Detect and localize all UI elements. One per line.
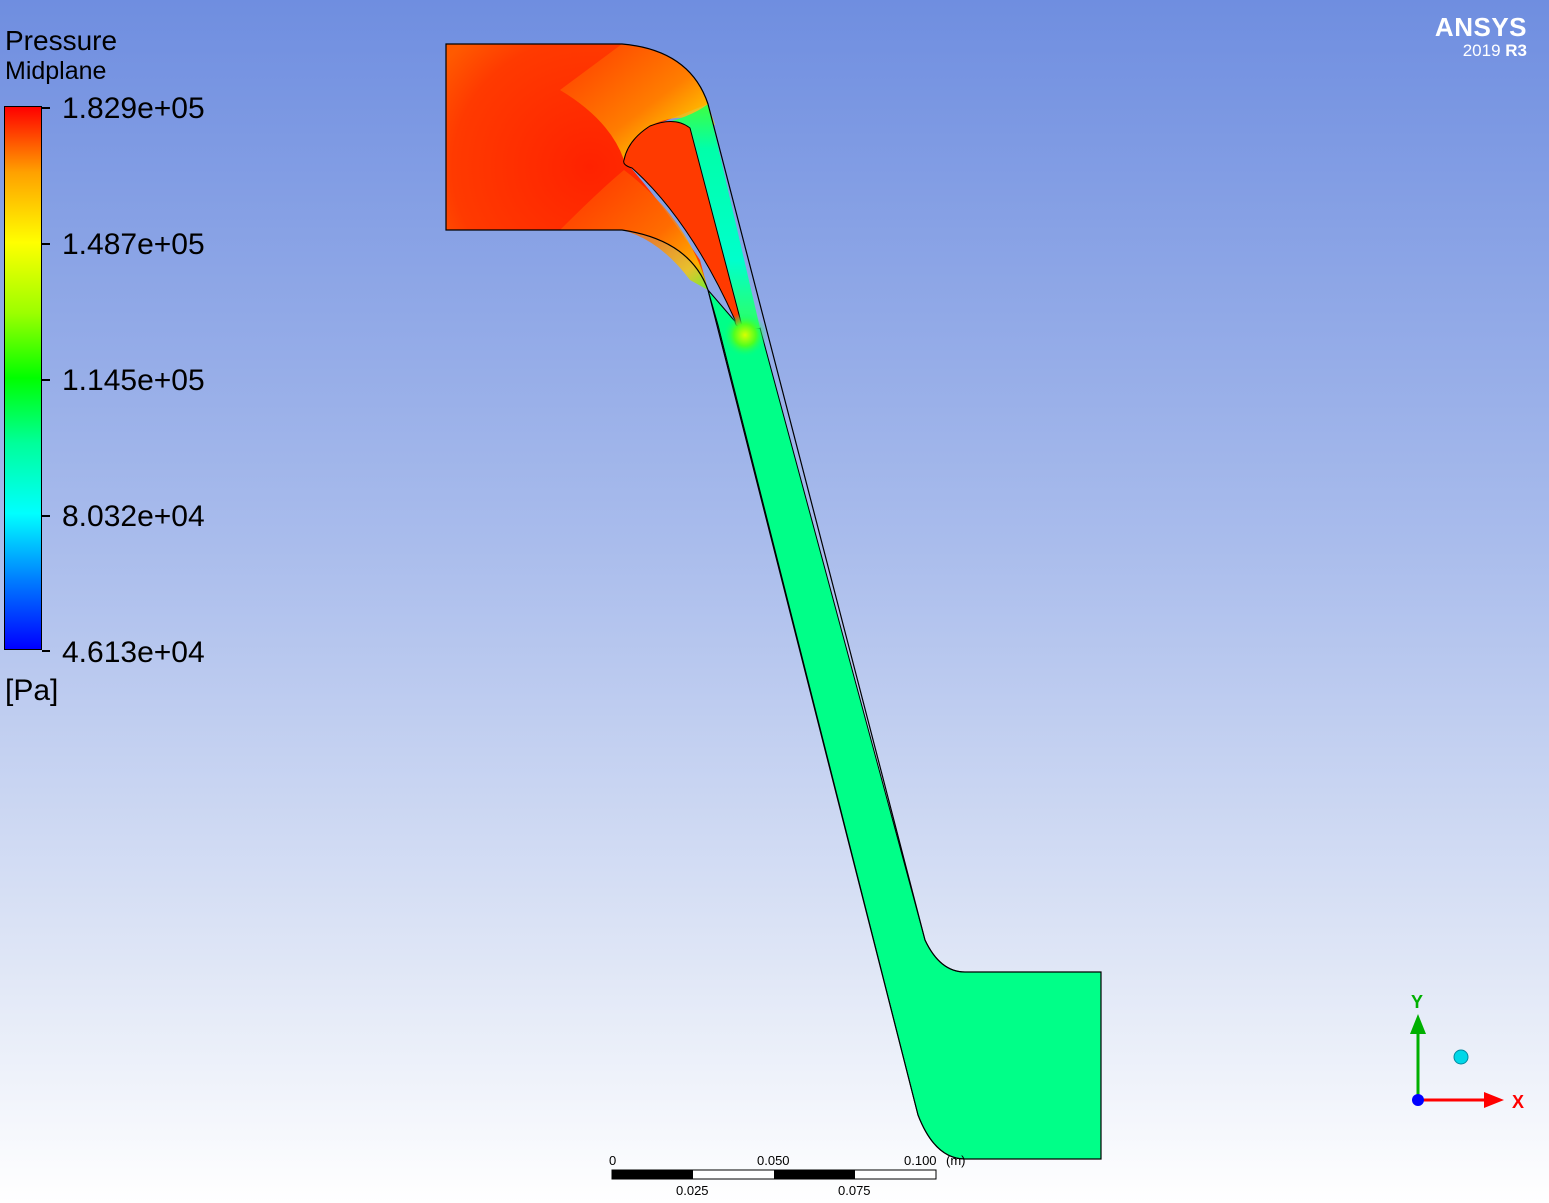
lower-bend	[560, 170, 708, 290]
legend-tick-label: 1.829e+05	[62, 92, 205, 125]
legend-tick-mark	[42, 650, 50, 652]
brand-version-release: R3	[1505, 41, 1527, 60]
legend-subtitle: Midplane	[5, 57, 107, 85]
scale-bar	[611, 1169, 937, 1180]
legend-tick-label: 8.032e+04	[62, 500, 205, 533]
legend-tick-mark	[42, 515, 50, 517]
legend-tick-label: 1.487e+05	[62, 228, 205, 261]
legend-tick-mark	[42, 107, 50, 109]
x-axis-label: X	[1512, 1092, 1524, 1112]
y-axis-label: Y	[1411, 992, 1423, 1012]
domain-outline	[445, 43, 1102, 1160]
scale-label-bottom: 0.025	[676, 1183, 709, 1198]
legend-unit: [Pa]	[5, 674, 59, 707]
legend-tick-mark	[42, 379, 50, 381]
y-axis-arrow	[1410, 1014, 1426, 1034]
x-axis-arrow	[1484, 1092, 1504, 1108]
scale-label-top: 0.050	[757, 1153, 790, 1168]
legend-color-bar	[4, 106, 42, 650]
legend-title: Pressure	[5, 25, 118, 56]
legend-tick-label: 1.145e+05	[62, 364, 205, 397]
scale-label-top: 0.100	[904, 1153, 937, 1168]
brand-version-year: 2019	[1462, 41, 1501, 60]
legend-tick-label: 4.613e+04	[62, 636, 205, 669]
rotation-sphere[interactable]	[1453, 1049, 1469, 1065]
axis-triad: Y X	[1410, 992, 1524, 1112]
ansys-logo: ANSYS 2019 R3	[1435, 14, 1527, 59]
pressure-hotspot	[723, 313, 767, 357]
scale-label-bottom: 0.075	[838, 1183, 871, 1198]
legend-tick-mark	[42, 243, 50, 245]
scale-unit: (m)	[946, 1153, 966, 1168]
main-channel	[707, 289, 1102, 1160]
brand-name: ANSYS	[1434, 12, 1527, 42]
upper-bend	[560, 44, 715, 160]
z-axis-origin	[1412, 1094, 1424, 1106]
brand-version: 2019 R3	[1435, 42, 1527, 59]
scale-label-top: 0	[609, 1153, 617, 1168]
